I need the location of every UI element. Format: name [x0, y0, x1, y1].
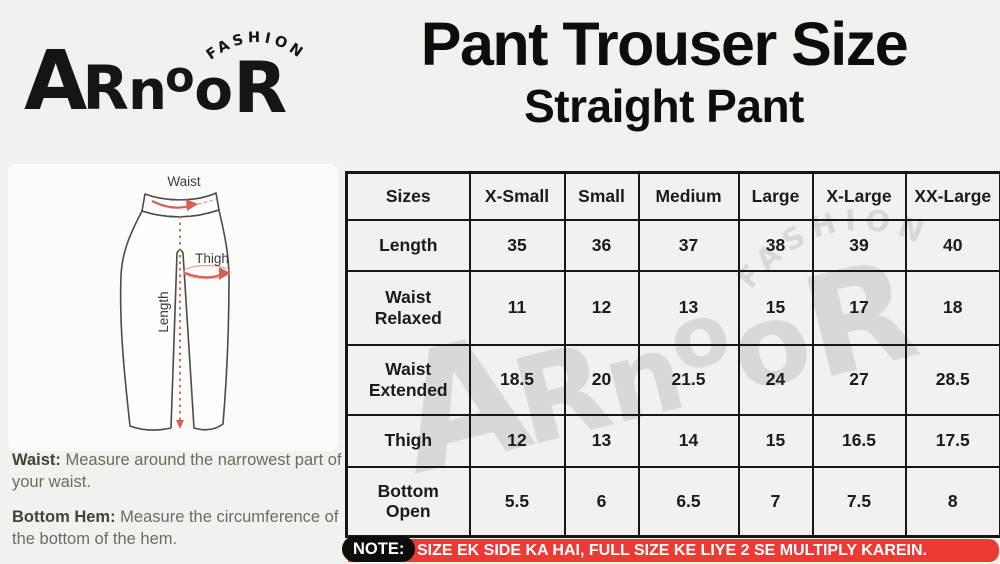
- size-value-cell: 27: [813, 345, 906, 415]
- pant-diagram-panel: Waist Thigh Length: [8, 164, 338, 451]
- size-value-cell: 21.5: [639, 345, 739, 415]
- size-value-cell: 28.5: [906, 345, 1000, 415]
- size-value-cell: 24: [739, 345, 813, 415]
- column-header: X-Small: [470, 173, 565, 220]
- size-value-cell: 13: [565, 415, 639, 467]
- row-label: Waist Extended: [347, 345, 470, 415]
- size-value-cell: 6.5: [639, 467, 739, 537]
- size-value-cell: 12: [565, 271, 639, 345]
- size-value-cell: 14: [639, 415, 739, 467]
- row-label: Length: [347, 220, 470, 271]
- length-arrowhead-icon: [176, 420, 184, 429]
- note-bottom-hem-label: Bottom Hem:: [12, 508, 116, 526]
- column-header: XX-Large: [906, 173, 1000, 220]
- row-label: Thigh: [347, 415, 470, 467]
- row-label: Waist Relaxed: [347, 271, 470, 345]
- diagram-length-label: Length: [156, 291, 171, 332]
- note-waist: Waist: Measure around the narrowest part…: [12, 450, 350, 494]
- size-value-cell: 6: [565, 467, 639, 537]
- size-value-cell: 17: [813, 271, 906, 345]
- size-value-cell: 17.5: [906, 415, 1000, 467]
- size-value-cell: 37: [639, 220, 739, 271]
- size-value-cell: 15: [739, 415, 813, 467]
- size-value-cell: 39: [813, 220, 906, 271]
- note-bar-text: SIZE EK SIDE KA HAI, FULL SIZE KE LIYE 2…: [417, 539, 927, 562]
- size-value-cell: 35: [470, 220, 565, 271]
- row-label: Bottom Open: [347, 467, 470, 537]
- column-header: Medium: [639, 173, 739, 220]
- size-value-cell: 7: [739, 467, 813, 537]
- logo-letter: A: [24, 34, 87, 128]
- size-value-cell: 5.5: [470, 467, 565, 537]
- column-header: Small: [565, 173, 639, 220]
- logo-letter: n: [128, 58, 167, 122]
- note-bar: SIZE EK SIDE KA HAI, FULL SIZE KE LIYE 2…: [348, 539, 999, 562]
- note-waist-label: Waist:: [12, 451, 61, 469]
- logo-letter: o: [194, 58, 233, 123]
- size-value-cell: 18: [906, 271, 1000, 345]
- note-waist-text: Measure around the narrowest part of you…: [12, 451, 342, 491]
- size-value-cell: 18.5: [470, 345, 565, 415]
- logo-letter: R: [233, 47, 287, 128]
- size-value-cell: 15: [739, 271, 813, 345]
- diagram-thigh-label: Thigh: [195, 251, 229, 266]
- size-value-cell: 40: [906, 220, 1000, 271]
- size-value-cell: 11: [470, 271, 565, 345]
- column-header: Sizes: [347, 173, 470, 220]
- size-value-cell: 7.5: [813, 467, 906, 537]
- column-header: Large: [739, 173, 813, 220]
- page-subtitle: Straight Pant: [330, 82, 998, 130]
- size-value-cell: 13: [639, 271, 739, 345]
- size-value-cell: 12: [470, 415, 565, 467]
- title-block: Pant Trouser Size Straight Pant: [330, 12, 998, 130]
- note-bottom-hem: Bottom Hem: Measure the circumference of…: [12, 507, 350, 551]
- pant-body: [121, 210, 229, 430]
- logo-letter: o: [165, 52, 194, 102]
- size-value-cell: 38: [739, 220, 813, 271]
- size-value-cell: 20: [565, 345, 639, 415]
- note-badge: NOTE:: [342, 536, 415, 562]
- page-title: Pant Trouser Size: [330, 12, 998, 78]
- column-header: X-Large: [813, 173, 906, 220]
- measurement-notes: Waist: Measure around the narrowest part…: [12, 450, 350, 564]
- size-value-cell: 36: [565, 220, 639, 271]
- size-value-cell: 8: [906, 467, 1000, 537]
- pant-diagram-icon: Waist Thigh Length: [8, 164, 338, 451]
- diagram-waist-label: Waist: [167, 174, 200, 189]
- size-value-cell: 16.5: [813, 415, 906, 467]
- logo-letter: R: [82, 54, 128, 124]
